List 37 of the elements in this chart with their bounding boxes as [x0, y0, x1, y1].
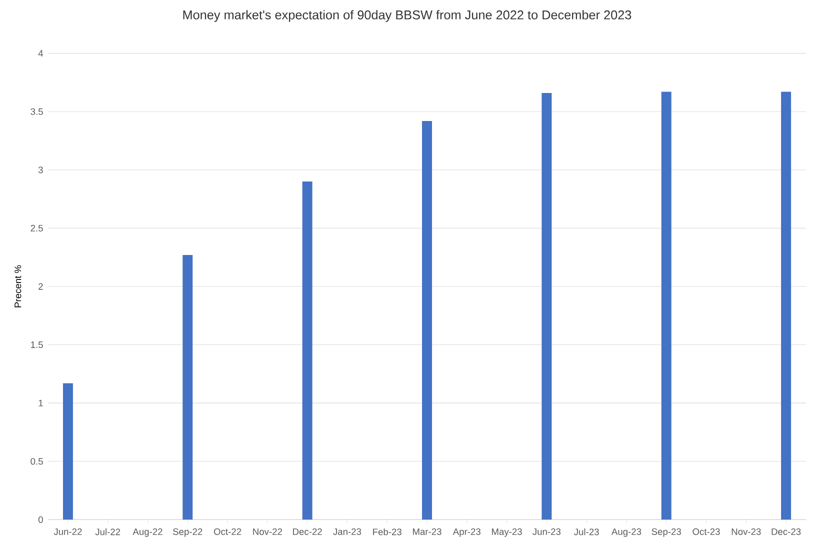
- x-tick-label: Jul-23: [574, 528, 599, 536]
- y-tick-label: 3: [38, 166, 43, 174]
- x-tick-label: Jan-23: [333, 528, 362, 535]
- x-tick-label: Mar-23: [412, 528, 442, 535]
- y-tick-label: 0.5: [30, 458, 43, 465]
- y-tick-label: 4: [38, 50, 44, 57]
- x-tick-label: Apr-23: [452, 528, 480, 537]
- x-tick-label: Feb-23: [373, 528, 402, 536]
- x-tick-label: Dec-23: [772, 528, 801, 535]
- y-tick-label: 0: [38, 516, 43, 523]
- x-tick-label: Nov-22: [253, 528, 282, 535]
- y-axis-title: Precent %: [14, 265, 22, 308]
- x-tick-label: Nov-23: [732, 528, 761, 535]
- x-tick-label: May-23: [492, 528, 522, 537]
- x-tick-label: Jul-22: [95, 528, 120, 536]
- x-tick-label: Sep-22: [173, 528, 202, 537]
- x-tick-label: Oct-22: [214, 528, 242, 535]
- x-tick-label: Sep-23: [652, 528, 681, 537]
- bar: [182, 255, 193, 520]
- x-tick-label: Dec-22: [293, 528, 322, 535]
- y-tick-label: 1.5: [31, 342, 43, 348]
- y-tick-label: 3.5: [30, 108, 43, 115]
- bar: [62, 383, 73, 520]
- bar: [781, 92, 792, 520]
- x-tick-label: Aug-22: [132, 528, 162, 537]
- y-tick-label: 2.5: [30, 224, 43, 232]
- chart-title: Money market's expectation of 90day BBSW from June 2022 to December 2023: [183, 10, 632, 22]
- y-tick-label: 1: [38, 400, 43, 406]
- y-tick-label: 2: [38, 283, 43, 290]
- bar: [661, 92, 672, 520]
- x-tick-label: Jun-22: [54, 528, 82, 535]
- bar: [422, 120, 432, 520]
- x-tick-label: Aug-23: [611, 528, 642, 537]
- bar: [542, 92, 552, 520]
- x-tick-label: Oct-23: [692, 528, 720, 535]
- x-tick-label: Jun-23: [532, 528, 561, 535]
- bar: [302, 182, 312, 520]
